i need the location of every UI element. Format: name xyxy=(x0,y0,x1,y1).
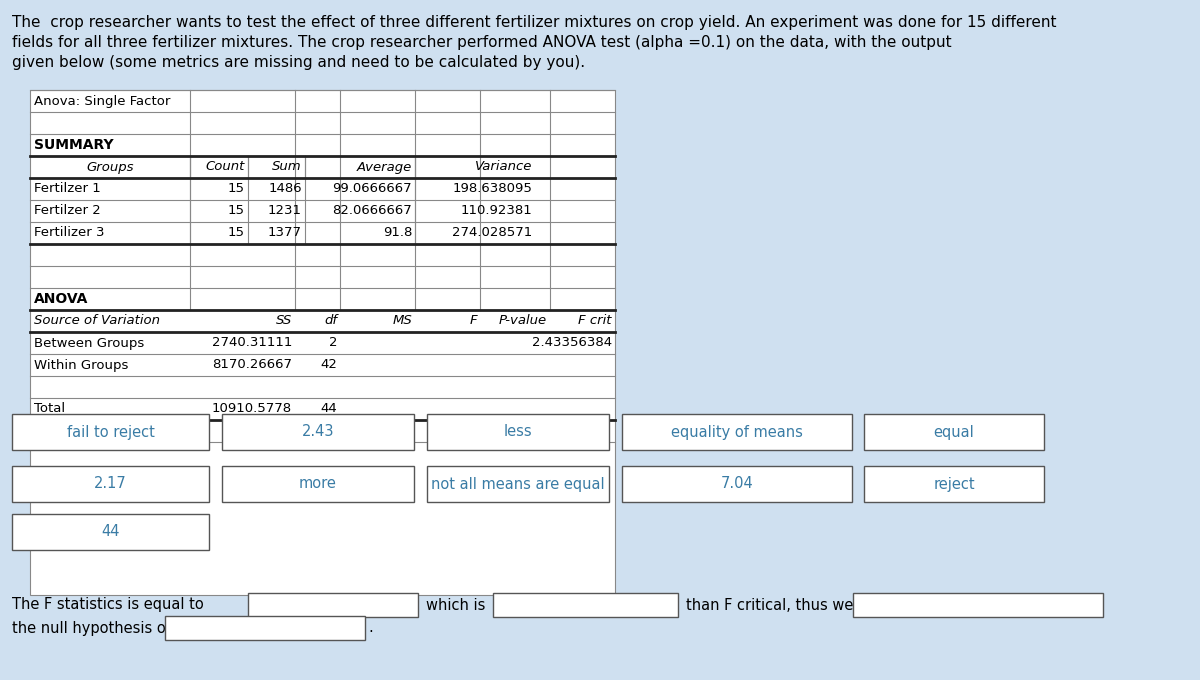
Text: Fertilizer 3: Fertilizer 3 xyxy=(34,226,104,239)
Text: 2: 2 xyxy=(329,337,337,350)
Bar xyxy=(248,593,418,617)
Text: Sum: Sum xyxy=(272,160,302,173)
Text: F crit: F crit xyxy=(578,314,612,328)
Bar xyxy=(12,414,209,450)
Text: Average: Average xyxy=(356,160,412,173)
Text: which is: which is xyxy=(426,598,485,613)
Bar xyxy=(864,414,1044,450)
Text: Fertilzer 1: Fertilzer 1 xyxy=(34,182,101,196)
Bar xyxy=(622,414,852,450)
Text: 198.638095: 198.638095 xyxy=(452,182,532,196)
Text: P-value: P-value xyxy=(499,314,547,328)
Bar xyxy=(493,593,678,617)
Text: Fertilzer 2: Fertilzer 2 xyxy=(34,205,101,218)
Text: 1231: 1231 xyxy=(268,205,302,218)
Bar xyxy=(166,616,365,640)
Text: 2.17: 2.17 xyxy=(94,477,127,492)
Bar xyxy=(427,466,610,502)
Text: given below (some metrics are missing and need to be calculated by you).: given below (some metrics are missing an… xyxy=(12,55,586,70)
Text: the null hypothesis of: the null hypothesis of xyxy=(12,620,170,636)
Bar xyxy=(427,414,610,450)
Text: F: F xyxy=(469,314,478,328)
Text: 91.8: 91.8 xyxy=(383,226,412,239)
Text: 8170.26667: 8170.26667 xyxy=(212,358,292,371)
Bar xyxy=(853,593,1103,617)
Text: than F critical, thus we: than F critical, thus we xyxy=(686,598,853,613)
Bar xyxy=(12,514,209,550)
Text: Anova: Single Factor: Anova: Single Factor xyxy=(34,95,170,107)
Text: MS: MS xyxy=(392,314,412,328)
Bar xyxy=(222,466,414,502)
Text: SS: SS xyxy=(276,314,292,328)
Text: not all means are equal: not all means are equal xyxy=(431,477,605,492)
Text: 2.43: 2.43 xyxy=(301,424,335,439)
Text: more: more xyxy=(299,477,337,492)
Text: SUMMARY: SUMMARY xyxy=(34,138,114,152)
Text: fail to reject: fail to reject xyxy=(66,424,155,439)
Text: The F statistics is equal to: The F statistics is equal to xyxy=(12,598,204,613)
Text: 2.43356384: 2.43356384 xyxy=(532,337,612,350)
Text: Variance: Variance xyxy=(475,160,532,173)
Text: equal: equal xyxy=(934,424,974,439)
Text: 99.0666667: 99.0666667 xyxy=(332,182,412,196)
Bar xyxy=(622,466,852,502)
Text: 2740.31111: 2740.31111 xyxy=(211,337,292,350)
Text: The  crop researcher wants to test the effect of three different fertilizer mixt: The crop researcher wants to test the ef… xyxy=(12,15,1056,30)
Text: 110.92381: 110.92381 xyxy=(461,205,532,218)
Text: Source of Variation: Source of Variation xyxy=(34,314,160,328)
Text: reject: reject xyxy=(934,477,974,492)
Bar xyxy=(864,466,1044,502)
Text: 7.04: 7.04 xyxy=(721,477,754,492)
Text: 42: 42 xyxy=(320,358,337,371)
Text: Groups: Groups xyxy=(86,160,133,173)
Text: df: df xyxy=(324,314,337,328)
Text: Total: Total xyxy=(34,403,65,415)
Bar xyxy=(30,90,616,595)
Text: 1377: 1377 xyxy=(268,226,302,239)
Text: 44: 44 xyxy=(101,524,120,539)
Text: 274.028571: 274.028571 xyxy=(451,226,532,239)
Text: 10910.5778: 10910.5778 xyxy=(212,403,292,415)
Text: 1486: 1486 xyxy=(269,182,302,196)
Text: 44: 44 xyxy=(320,403,337,415)
Text: Within Groups: Within Groups xyxy=(34,358,128,371)
Text: .: . xyxy=(368,620,373,636)
Text: 15: 15 xyxy=(228,226,245,239)
Text: 15: 15 xyxy=(228,182,245,196)
Text: equality of means: equality of means xyxy=(671,424,803,439)
Text: Count: Count xyxy=(205,160,245,173)
Text: 15: 15 xyxy=(228,205,245,218)
Bar xyxy=(12,466,209,502)
Text: Between Groups: Between Groups xyxy=(34,337,144,350)
Text: 82.0666667: 82.0666667 xyxy=(332,205,412,218)
Text: fields for all three fertilizer mixtures. The crop researcher performed ANOVA te: fields for all three fertilizer mixtures… xyxy=(12,35,952,50)
Bar xyxy=(222,414,414,450)
Text: less: less xyxy=(504,424,533,439)
Text: ANOVA: ANOVA xyxy=(34,292,89,306)
